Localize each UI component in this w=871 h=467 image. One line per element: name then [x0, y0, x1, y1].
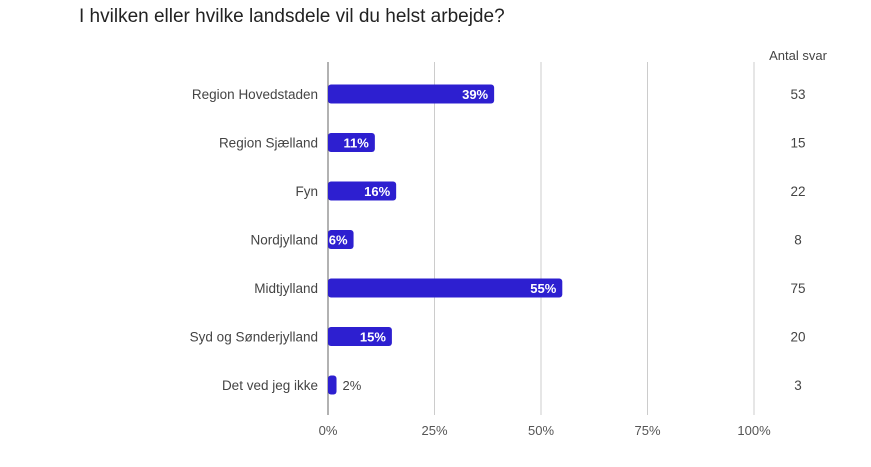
- bar: [328, 278, 563, 298]
- count-value: 22: [790, 184, 805, 199]
- bar: [328, 327, 392, 346]
- tick-label: 0%: [319, 423, 338, 438]
- bar-value-label: 16%: [364, 184, 390, 199]
- bar-value-label: 6%: [329, 233, 348, 248]
- category-label: Nordjylland: [250, 233, 318, 248]
- bar-value-label: 39%: [462, 87, 488, 102]
- category-label: Midtjylland: [254, 281, 318, 296]
- tick-label: 25%: [421, 423, 447, 438]
- bar-value-label: 55%: [530, 281, 556, 296]
- count-value: 3: [794, 378, 802, 393]
- category-label: Det ved jeg ikke: [222, 378, 318, 393]
- count-header: Antal svar: [769, 48, 827, 63]
- count-value: 20: [790, 330, 805, 345]
- category-label: Region Sjælland: [219, 136, 318, 151]
- category-label: Fyn: [295, 184, 318, 199]
- category-label: Region Hovedstaden: [192, 87, 318, 102]
- count-value: 75: [790, 281, 805, 296]
- bar: [328, 181, 397, 201]
- bar-value-label: 15%: [360, 330, 386, 345]
- bar: [328, 375, 337, 395]
- bar-value-label: 2%: [343, 378, 362, 393]
- tick-label: 100%: [737, 423, 771, 438]
- count-value: 8: [794, 233, 802, 248]
- count-value: 53: [790, 87, 805, 102]
- chart-title: I hvilken eller hvilke landsdele vil du …: [79, 6, 505, 27]
- bar-value-label: 11%: [344, 136, 370, 151]
- bar: [328, 230, 354, 249]
- category-label: Syd og Sønderjylland: [190, 330, 318, 345]
- tick-label: 50%: [528, 423, 554, 438]
- tick-label: 75%: [634, 423, 660, 438]
- bar: [328, 84, 495, 104]
- bar: [328, 133, 375, 152]
- count-value: 15: [790, 136, 805, 151]
